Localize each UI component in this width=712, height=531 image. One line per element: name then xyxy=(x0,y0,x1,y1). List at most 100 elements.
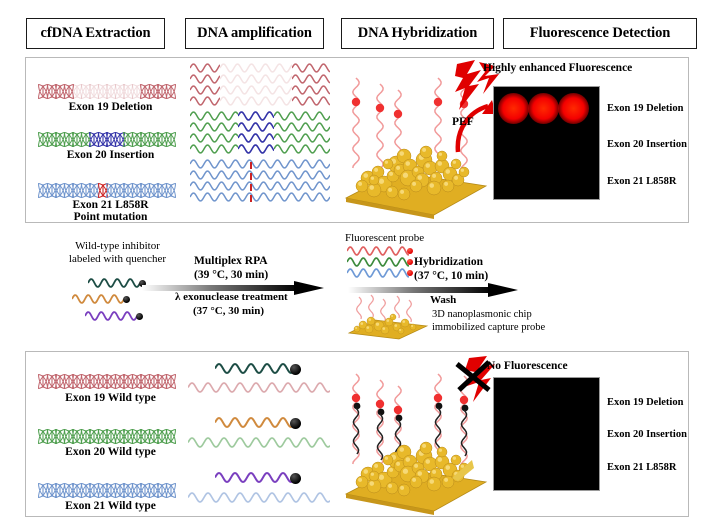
quencher-bead-2 xyxy=(290,473,301,484)
probe-strand-2 xyxy=(347,267,409,279)
inhibitor-caption: Wild-type inhibitor labeled with quenche… xyxy=(68,240,167,265)
dna-helix-exon21-point-mutation xyxy=(38,182,176,198)
quencher-bead-0 xyxy=(290,364,301,375)
ssdna-wave-right xyxy=(274,143,330,155)
pef-arrow-icon xyxy=(452,100,497,160)
inhibitor-wave-2 xyxy=(215,471,293,484)
fluorescence-spot-exon19 xyxy=(498,93,529,124)
cfdna-label-wt-exon20: Exon 20 Wild type xyxy=(65,446,156,458)
dna-helix-exon20-wildtype xyxy=(38,428,176,444)
step1-condition: (39 °C, 30 min) xyxy=(194,269,269,281)
ssdna-wave-left xyxy=(190,95,220,107)
dna-helix-exon19-wildtype xyxy=(38,373,176,389)
process-arrow-1 xyxy=(142,281,324,295)
point-mutation-marker xyxy=(250,184,252,191)
ssdna-wave-deleted xyxy=(220,84,292,96)
probe-strand-0 xyxy=(347,245,409,257)
ssdna-wave xyxy=(190,158,330,170)
quencher-bead-1 xyxy=(290,418,301,429)
exon-label-bot-2: Exon 21 L858R xyxy=(607,462,677,473)
step2-subtitle: Wash xyxy=(430,294,457,306)
nanoplasmonic-chip-bottom xyxy=(338,356,488,516)
fluorescence-spot-exon21 xyxy=(558,93,589,124)
ssdna-wave-right xyxy=(274,110,330,122)
fluorophore-dot-2 xyxy=(407,270,413,276)
ssdna-wave-deleted xyxy=(220,95,292,107)
wildtype-wave-1 xyxy=(188,436,330,449)
exon-label-bot-0: Exon 19 Deletion xyxy=(607,397,684,408)
nanoplasmonic-chip-top xyxy=(338,60,488,220)
ssdna-wave-left xyxy=(190,62,220,74)
fluorophore-dot-0 xyxy=(407,248,413,254)
ssdna-wave-right xyxy=(274,132,330,144)
step1-title: Multiplex RPA xyxy=(194,255,268,267)
ssdna-wave-left xyxy=(190,73,220,85)
cfdna-label-exon21: Exon 21 L858R Point mutation xyxy=(72,199,149,223)
header-dna-hybridization: DNA Hybridization xyxy=(341,18,494,49)
point-mutation-marker xyxy=(250,173,252,180)
quencher-dot-1 xyxy=(123,296,130,303)
cfdna-label-wt-exon19: Exon 19 Wild type xyxy=(65,392,156,404)
ssdna-wave-deleted xyxy=(220,73,292,85)
cfdna-label-exon20: Exon 20 Insertion xyxy=(66,149,155,161)
step1-sub-condition: (37 °C, 30 min) xyxy=(193,305,265,317)
ssdna-wave xyxy=(190,169,330,181)
header-fluorescence-detection: Fluorescence Detection xyxy=(503,18,697,49)
probe-strand-1 xyxy=(347,256,409,268)
process-arrow-2 xyxy=(348,283,518,297)
fluorescent-probe-caption: Fluorescent probe xyxy=(345,232,425,244)
quencher-dot-2 xyxy=(136,313,143,320)
ssdna-wave-left xyxy=(190,84,220,96)
exon-label-bot-1: Exon 20 Insertion xyxy=(607,429,687,440)
ssdna-wave-deleted xyxy=(220,62,292,74)
no-fluorescence-cross-icon xyxy=(455,356,503,404)
ssdna-wave-right xyxy=(292,73,330,85)
cfdna-label-exon19: Exon 19 Deletion xyxy=(68,101,153,113)
dna-helix-exon19-deletion xyxy=(38,83,176,99)
chip-caption: 3D nanoplasmonic chip immobilized captur… xyxy=(432,309,546,333)
ssdna-wave-left xyxy=(190,121,238,133)
ssdna-wave-right xyxy=(292,62,330,74)
highly-enhanced-fluorescence-title: Highly enhanced Fluorescence xyxy=(483,62,633,74)
inhibitor-strand-2 xyxy=(85,310,137,322)
header-label: DNA amplification xyxy=(197,25,312,41)
ssdna-wave-left xyxy=(190,132,238,144)
ssdna-wave xyxy=(190,191,330,203)
step2-title: Hybridization xyxy=(414,256,484,268)
inhibitor-wave-1 xyxy=(215,416,293,429)
header-dna-amplification: DNA amplification xyxy=(185,18,324,49)
step2-condition: (37 °C, 10 min) xyxy=(414,270,489,282)
header-cfdna-extraction: cfDNA Extraction xyxy=(26,18,165,49)
ssdna-wave-right xyxy=(292,95,330,107)
ssdna-wave-insertion xyxy=(238,132,274,144)
fluorescence-image-negative xyxy=(493,377,600,491)
fluorescence-spot-exon20 xyxy=(528,93,559,124)
ssdna-wave xyxy=(190,180,330,192)
exon-label-top-0: Exon 19 Deletion xyxy=(607,103,684,114)
wildtype-wave-0 xyxy=(188,381,330,394)
exon-label-top-2: Exon 21 L858R xyxy=(607,176,677,187)
ssdna-wave-right xyxy=(274,121,330,133)
ssdna-wave-insertion xyxy=(238,110,274,122)
ssdna-wave-insertion xyxy=(238,121,274,133)
nanoplasmonic-chip-middle xyxy=(345,293,430,341)
pef-label: PEF xyxy=(452,116,474,128)
inhibitor-strand-1 xyxy=(72,293,124,305)
exon-label-top-1: Exon 20 Insertion xyxy=(607,139,687,150)
header-label: cfDNA Extraction xyxy=(40,25,151,41)
point-mutation-marker xyxy=(250,162,252,169)
inhibitor-strand-0 xyxy=(88,277,140,289)
dna-helix-exon20-insertion xyxy=(38,131,176,147)
gold-wedge-icon xyxy=(452,458,476,482)
point-mutation-marker xyxy=(250,195,252,202)
header-label: Fluorescence Detection xyxy=(529,25,671,41)
step1-subtitle: λ exonuclease treatment xyxy=(175,291,288,303)
quencher-dot-0 xyxy=(139,280,146,287)
ssdna-wave-left xyxy=(190,143,238,155)
inhibitor-wave-0 xyxy=(215,362,293,375)
cfdna-label-wt-exon21: Exon 21 Wild type xyxy=(65,500,156,512)
dna-helix-exon21-wildtype xyxy=(38,482,176,498)
ssdna-wave-left xyxy=(190,110,238,122)
ssdna-wave-right xyxy=(292,84,330,96)
ssdna-wave-insertion xyxy=(238,143,274,155)
